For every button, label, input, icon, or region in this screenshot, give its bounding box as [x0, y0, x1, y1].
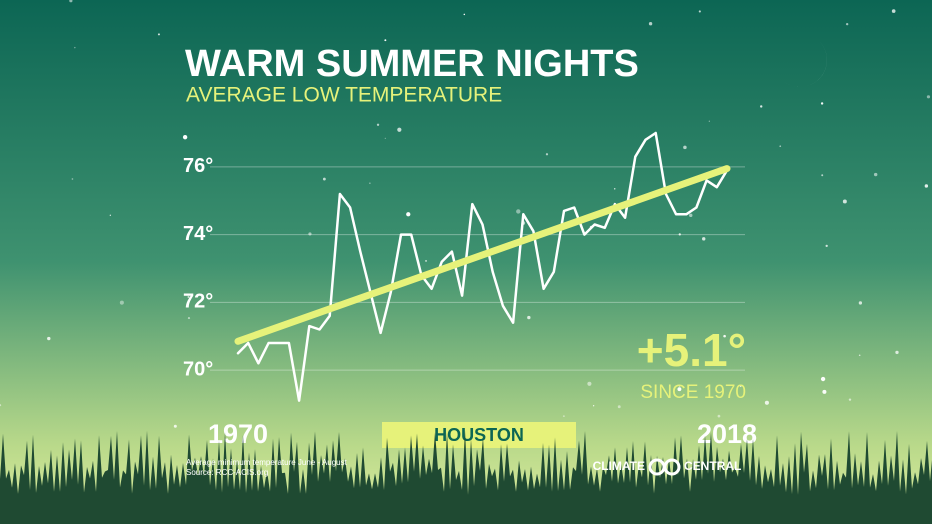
star [384, 137, 386, 139]
star [825, 244, 828, 248]
star [820, 102, 824, 105]
star [182, 134, 188, 140]
star [247, 97, 250, 99]
star [406, 212, 411, 217]
logo-ring [663, 458, 681, 476]
star [674, 394, 676, 396]
star [926, 95, 931, 99]
change-annotation: +5.1° [637, 324, 746, 376]
star [648, 22, 653, 26]
star [414, 71, 418, 75]
x-tick-label: 2018 [697, 419, 757, 449]
star [924, 184, 929, 188]
star [848, 398, 852, 401]
star [397, 127, 402, 132]
change-subtitle: SINCE 1970 [640, 382, 746, 403]
star [425, 260, 427, 262]
star [873, 172, 878, 177]
star [187, 317, 191, 320]
star [369, 182, 371, 184]
y-tick-label: 74° [183, 223, 213, 245]
star [47, 336, 51, 341]
star [708, 120, 710, 122]
y-tick-label: 72° [183, 291, 213, 313]
star [678, 233, 681, 236]
star [74, 46, 76, 49]
star [599, 58, 603, 61]
source-note: Source: RCC-ACIS.org [186, 468, 268, 477]
star [545, 153, 549, 156]
source-note: Average minimum temperature June - Augus… [186, 458, 348, 467]
star [845, 22, 849, 26]
chart-subtitle: AVERAGE LOW TEMPERATURE [186, 84, 502, 107]
grass [0, 430, 932, 524]
star [308, 232, 312, 236]
logo-text: CLIMATE [593, 459, 645, 473]
star [717, 414, 721, 418]
star [614, 188, 616, 190]
star [71, 178, 74, 180]
star [384, 39, 387, 42]
star [587, 381, 592, 386]
star [617, 405, 621, 409]
star [760, 105, 763, 108]
star [527, 315, 531, 320]
star [739, 385, 742, 387]
y-tick-label: 70° [183, 358, 213, 380]
data-line [236, 131, 729, 402]
star [69, 0, 73, 3]
star [689, 213, 693, 218]
star [187, 295, 190, 298]
star [157, 33, 160, 36]
star [322, 177, 326, 181]
star [516, 209, 521, 214]
logo-text: CENTRAL [684, 459, 741, 473]
star [562, 415, 565, 418]
x-tick-label: 1970 [208, 419, 268, 449]
chart-title: WARM SUMMER NIGHTS [185, 43, 639, 85]
star [822, 389, 827, 394]
trend-line [234, 165, 731, 345]
star [895, 350, 899, 355]
star [677, 387, 682, 392]
star [858, 354, 861, 357]
y-tick-label: 76° [183, 155, 213, 177]
star [820, 376, 826, 382]
location-label: HOUSTON [434, 425, 524, 445]
star [0, 404, 2, 407]
star [173, 424, 177, 428]
star [821, 174, 824, 177]
star [592, 405, 595, 407]
star [779, 145, 782, 148]
star [891, 9, 896, 13]
star [764, 400, 769, 405]
star [473, 52, 476, 55]
star [678, 385, 681, 387]
star [119, 300, 124, 305]
star [683, 145, 687, 150]
location-box [382, 422, 576, 448]
star [702, 237, 706, 241]
star [698, 10, 701, 13]
star [858, 301, 863, 305]
star [723, 334, 726, 338]
star [842, 199, 847, 204]
star [109, 214, 111, 216]
star [463, 13, 466, 16]
star [376, 123, 380, 126]
star [751, 427, 754, 430]
